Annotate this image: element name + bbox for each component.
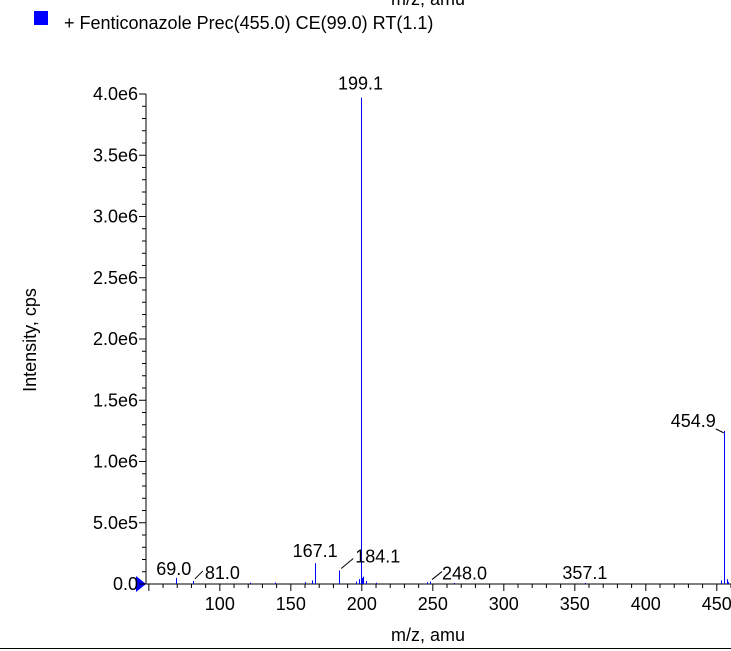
legend-swatch	[34, 11, 48, 25]
peak-label: 184.1	[355, 547, 400, 567]
x-axis-title: m/z, amu	[391, 625, 465, 645]
x-tick-label: 400	[631, 594, 661, 614]
y-tick-label: 0.0	[113, 574, 138, 594]
y-tick-label: 4.0e6	[93, 84, 138, 104]
y-tick-label: 2.0e6	[93, 329, 138, 349]
peak-label: 81.0	[205, 563, 240, 583]
x-tick-label: 150	[276, 594, 306, 614]
spectrum-peaks	[176, 97, 729, 584]
peak-label-leader	[431, 571, 443, 580]
top-clipped-axis-label: m/z, amu	[391, 0, 465, 9]
x-axis-ticks: 100 150 200 250 300 350 400 450	[148, 584, 731, 614]
peak-label: 248.0	[442, 564, 487, 584]
x-tick-label: 250	[418, 594, 448, 614]
x-tick-label: 350	[560, 594, 590, 614]
legend-label: + Fenticonazole Prec(455.0) CE(99.0) RT(…	[64, 13, 433, 33]
peak-label-leader	[715, 428, 724, 434]
x-tick-label: 100	[205, 594, 235, 614]
peak-label-leader	[340, 558, 354, 569]
y-tick-label: 2.5e6	[93, 268, 138, 288]
x-tick-label: 200	[347, 594, 377, 614]
peak-labels: 199.1 454.9 167.1 184.1 69.0 81.0 248.0 357.1	[156, 74, 724, 584]
y-axis-ticks: 0.0 5.0e5 1.0e6 1.5e6 2.0e6 2.5e6 3.0e6 3.5e6 4.…	[93, 84, 146, 594]
peak-label: 454.9	[671, 411, 716, 431]
x-tick-label: 450	[702, 594, 731, 614]
y-tick-label: 5.0e5	[93, 513, 138, 533]
legend: + Fenticonazole Prec(455.0) CE(99.0) RT(…	[34, 11, 433, 33]
y-tick-label: 1.0e6	[93, 452, 138, 472]
x-tick-label: 300	[489, 594, 519, 614]
peak-label-leader	[194, 570, 204, 580]
peak-label: 69.0	[156, 559, 191, 579]
y-tick-label: 1.5e6	[93, 390, 138, 410]
peak-label: 167.1	[293, 541, 338, 561]
y-axis-title: Intensity, cps	[20, 288, 40, 392]
y-tick-label: 3.5e6	[93, 145, 138, 165]
peak-label: 357.1	[562, 563, 607, 583]
y-tick-label: 3.0e6	[93, 207, 138, 227]
peak-label: 199.1	[338, 74, 383, 94]
